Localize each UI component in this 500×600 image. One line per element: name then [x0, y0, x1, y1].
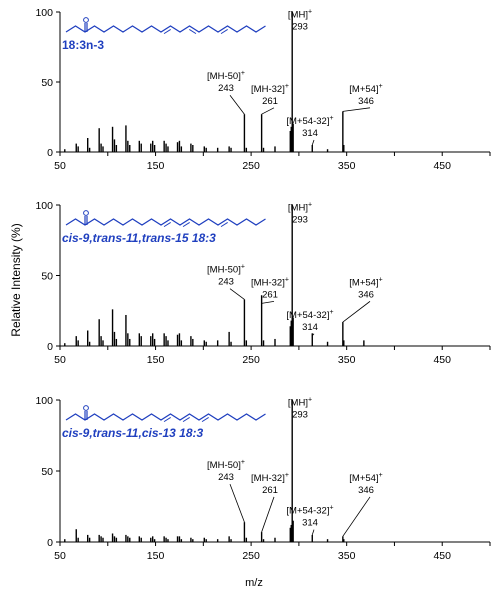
peak-annotation: [M+54]+346 — [342, 472, 383, 537]
annotation-leader-line — [261, 107, 275, 115]
x-tick-label: 50 — [54, 160, 66, 172]
peak-annotation: [MH-32]+261 — [251, 276, 289, 304]
annotation-label: [MH-32]+ — [251, 83, 289, 95]
peak-annotation: [MH-50]+243 — [207, 459, 245, 523]
annotation-mz: 293 — [292, 410, 308, 421]
peak-annotation: [M+54-32]+314 — [286, 115, 334, 146]
y-tick-label: 0 — [47, 147, 53, 159]
annotation-label: [M+54]+ — [349, 83, 382, 95]
y-tick-label: 100 — [35, 395, 53, 407]
annotation-label: [M+54]+ — [349, 276, 382, 288]
x-tick-label: 450 — [433, 550, 451, 562]
x-tick-label: 50 — [54, 354, 66, 366]
annotation-label: [MH]+ — [288, 9, 312, 21]
y-tick-label: 50 — [41, 271, 53, 283]
x-tick-label: 250 — [242, 160, 260, 172]
y-tick-label: 0 — [47, 537, 53, 549]
peak-annotation: [MH-32]+261 — [251, 472, 289, 533]
x-tick-label: 350 — [338, 354, 356, 366]
peak-annotation: [M+54]+346 — [342, 83, 383, 112]
annotation-label: [MH-50]+ — [207, 459, 245, 471]
peak-annotation: [MH]+293 — [288, 202, 312, 226]
annotation-leader-line — [342, 496, 371, 537]
annotation-mz: 346 — [358, 289, 374, 300]
annotation-mz: 346 — [358, 485, 374, 496]
annotation-mz: 314 — [302, 128, 318, 139]
annotation-label: [MH-50]+ — [207, 70, 245, 82]
annotation-leader-line — [342, 107, 371, 112]
x-tick-label: 250 — [242, 354, 260, 366]
annotation-mz: 243 — [218, 83, 234, 94]
peak-annotation: [MH]+293 — [288, 397, 312, 421]
annotation-mz: 314 — [302, 322, 318, 333]
y-tick-label: 100 — [35, 7, 53, 19]
annotation-label: [M+54-32]+ — [286, 505, 333, 517]
compound-title: 18:3n-3 — [62, 38, 104, 52]
x-tick-label: 450 — [433, 160, 451, 172]
annotation-mz: 261 — [262, 485, 278, 496]
peak-annotation: [MH-32]+261 — [251, 83, 289, 115]
y-tick-label: 50 — [41, 466, 53, 478]
annotation-label: [M+54-32]+ — [286, 115, 333, 127]
y-tick-label: 0 — [47, 341, 53, 353]
annotation-mz: 243 — [218, 472, 234, 483]
annotation-mz: 243 — [218, 277, 234, 288]
annotation-mz: 293 — [292, 22, 308, 33]
annotation-label: [MH-50]+ — [207, 264, 245, 276]
y-tick-label: 50 — [41, 77, 53, 89]
x-tick-label: 350 — [338, 550, 356, 562]
annotation-mz: 293 — [292, 215, 308, 226]
peak-annotation: [M+54]+346 — [342, 276, 383, 323]
x-tick-label: 150 — [147, 160, 165, 172]
x-tick-label: 350 — [338, 160, 356, 172]
compound-title: cis-9,trans-11,trans-15 18:3 — [62, 231, 216, 245]
x-tick-label: 50 — [54, 550, 66, 562]
annotation-leader-line — [261, 300, 275, 304]
annotation-mz: 261 — [262, 96, 278, 107]
annotation-leader-line — [229, 94, 245, 115]
x-axis-label: m/z — [245, 577, 263, 589]
annotation-leader-line — [229, 288, 245, 300]
annotation-label: [MH-32]+ — [251, 276, 289, 288]
x-tick-label: 150 — [147, 354, 165, 366]
annotation-leader-line — [311, 139, 315, 146]
molecule-structure-icon — [65, 210, 266, 228]
peak-annotation: [MH-50]+243 — [207, 70, 245, 115]
annotation-leader-line — [311, 529, 315, 536]
annotation-leader-line — [311, 333, 315, 337]
annotation-label: [M+54]+ — [349, 472, 382, 484]
annotation-label: [MH]+ — [288, 397, 312, 409]
molecule-structure-icon — [65, 405, 266, 423]
x-tick-label: 150 — [147, 550, 165, 562]
annotation-mz: 261 — [262, 289, 278, 300]
annotation-leader-line — [229, 484, 245, 523]
annotation-leader-line — [261, 496, 275, 533]
annotation-label: [MH-32]+ — [251, 472, 289, 484]
annotation-leader-line — [342, 301, 371, 323]
annotation-label: [MH]+ — [288, 202, 312, 214]
molecule-structure-icon — [65, 17, 266, 35]
y-axis-label: Relative Intensity (%) — [9, 223, 23, 336]
peak-annotation: [MH-50]+243 — [207, 264, 245, 300]
compound-title: cis-9,trans-11,cis-13 18:3 — [62, 426, 204, 440]
x-tick-label: 250 — [242, 550, 260, 562]
annotation-label: [M+54-32]+ — [286, 309, 333, 321]
y-tick-label: 100 — [35, 200, 53, 212]
annotation-mz: 346 — [358, 96, 374, 107]
peak-annotation: [M+54-32]+314 — [286, 309, 334, 337]
annotation-mz: 314 — [302, 518, 318, 529]
x-tick-label: 450 — [433, 354, 451, 366]
peak-annotation: [MH]+293 — [288, 9, 312, 33]
peak-annotation: [M+54-32]+314 — [286, 505, 334, 536]
